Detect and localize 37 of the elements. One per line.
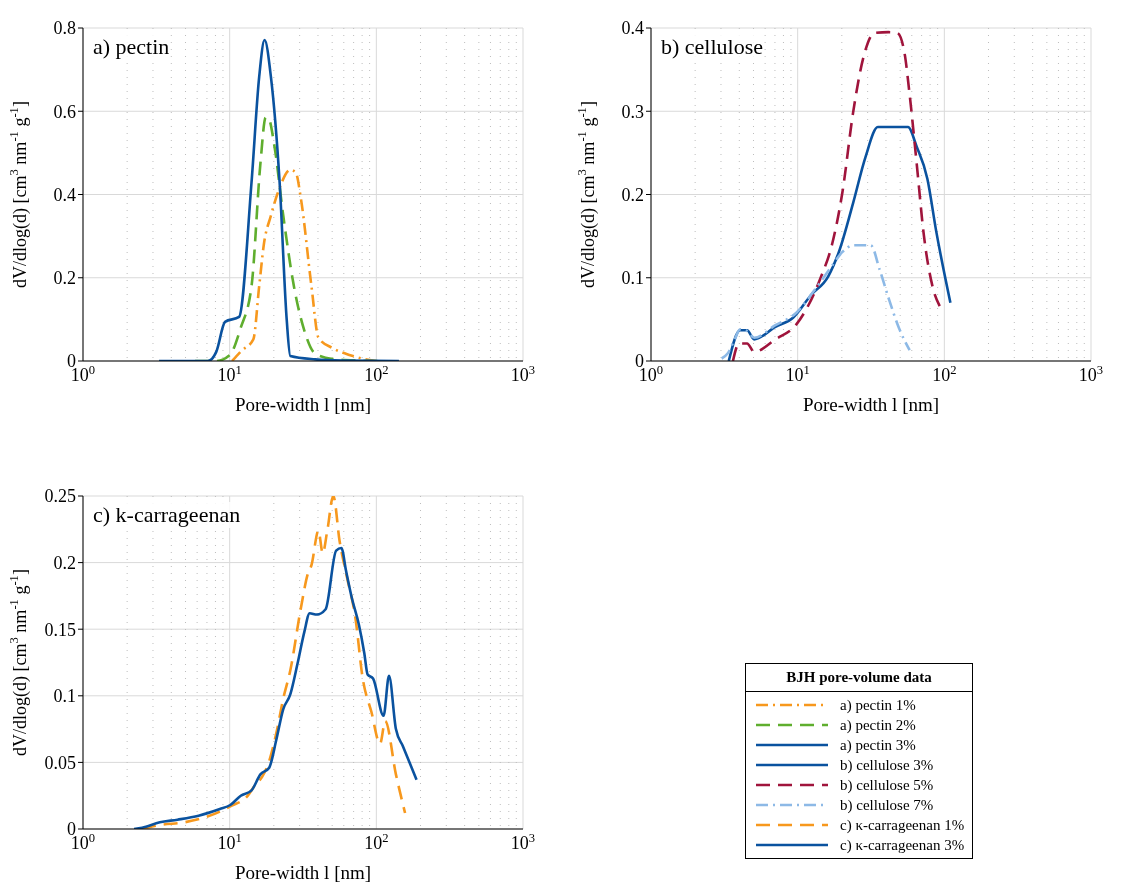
x-tick-label: 10$^{2}$ — [364, 363, 389, 385]
legend-label: a) pectin 3% — [840, 736, 916, 754]
legend-label: b) cellulose 3% — [840, 756, 934, 774]
x-tick-label: 10$^{2}$ — [364, 831, 389, 853]
legend-title: BJH pore-volume data — [746, 664, 973, 692]
legend-label: c) κ-carrageenan 3% — [840, 836, 965, 854]
legend-label: c) κ-carrageenan 1% — [840, 816, 965, 834]
x-tick-label: 10$^{1}$ — [785, 363, 810, 385]
x-axis-title: Pore-width l [nm] — [802, 394, 940, 415]
y-tick-label: 0.2 — [53, 552, 76, 573]
legend-label: a) pectin 1% — [840, 696, 916, 714]
x-axis-title: Pore-width l [nm] — [234, 862, 372, 883]
legend-label: b) cellulose 5% — [840, 776, 934, 794]
legend-label: a) pectin 2% — [840, 716, 916, 734]
y-tick-label: 0.15 — [44, 619, 76, 640]
x-tick-label: 10$^{2}$ — [932, 363, 957, 385]
x-tick-label: 10$^{3}$ — [510, 831, 536, 853]
y-tick-label: 0.8 — [53, 18, 76, 39]
y-tick-label: 0.3 — [621, 101, 644, 122]
legend-label: b) cellulose 7% — [840, 796, 934, 814]
y-tick-label: 0.6 — [53, 101, 76, 122]
y-tick-label: 0.25 — [44, 486, 76, 507]
x-tick-label: 10$^{1}$ — [217, 831, 242, 853]
chart-title: a) pectin — [93, 34, 170, 60]
y-tick-label: 0.4 — [621, 18, 644, 39]
y-tick-label: 0.4 — [53, 184, 76, 205]
x-tick-label: 10$^{3}$ — [1078, 363, 1104, 385]
x-axis-title: Pore-width l [nm] — [234, 394, 372, 415]
y-tick-label: 0.2 — [53, 268, 76, 289]
x-tick-label: 10$^{3}$ — [510, 363, 536, 385]
chart-title: c) k-carrageenan — [93, 502, 241, 528]
x-tick-label: 10$^{1}$ — [217, 363, 242, 385]
y-tick-label: 0.1 — [53, 686, 76, 707]
chart-title: b) cellulose — [661, 34, 764, 60]
y-tick-label: 0.2 — [621, 184, 644, 205]
y-tick-label: 0.1 — [621, 268, 644, 289]
y-tick-label: 0.05 — [44, 752, 76, 773]
